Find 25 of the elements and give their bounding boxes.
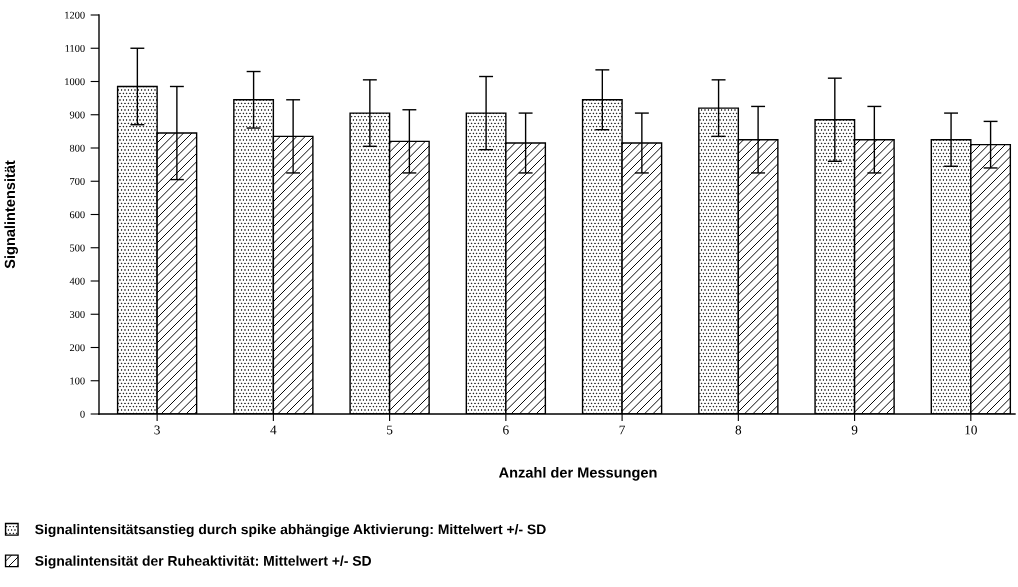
x-tick-label: 9 [851, 425, 858, 435]
y-axis-title: Signalintensität [4, 160, 18, 269]
y-tick-label: 0 [80, 410, 85, 418]
y-tick-label: 800 [69, 144, 85, 152]
y-tick-label: 700 [70, 177, 85, 185]
x-tick-label: 3 [154, 425, 160, 435]
y-tick-label: 400 [69, 277, 85, 285]
y-tick-label: 600 [69, 211, 85, 219]
x-tick-label: 4 [270, 425, 277, 435]
x-tick-label: 10 [965, 425, 977, 435]
y-tick-label: 200 [69, 344, 85, 352]
y-tick-label: 300 [69, 310, 85, 318]
legend-label: Signalintensität der Ruheaktivität: Mittelwert +/- SD [35, 555, 371, 569]
y-tick-label: 900 [69, 111, 85, 119]
x-tick-label: 6 [503, 425, 509, 435]
y-tick-label: 100 [70, 377, 85, 385]
y-tick-label: 500 [70, 244, 85, 252]
x-tick-label: 7 [619, 425, 626, 435]
y-tick-label: 1000 [65, 78, 85, 86]
legend-label: Signalintensitätsanstieg durch spike abhängige Aktivierung: Mittelwert +/- SD [35, 524, 546, 538]
x-tick-label: 5 [387, 425, 393, 435]
x-tick-label: 8 [735, 425, 742, 435]
x-axis-title: Anzahl der Messungen [498, 467, 657, 481]
y-tick-label: 1200 [65, 11, 85, 19]
y-tick-label: 1100 [65, 44, 85, 52]
